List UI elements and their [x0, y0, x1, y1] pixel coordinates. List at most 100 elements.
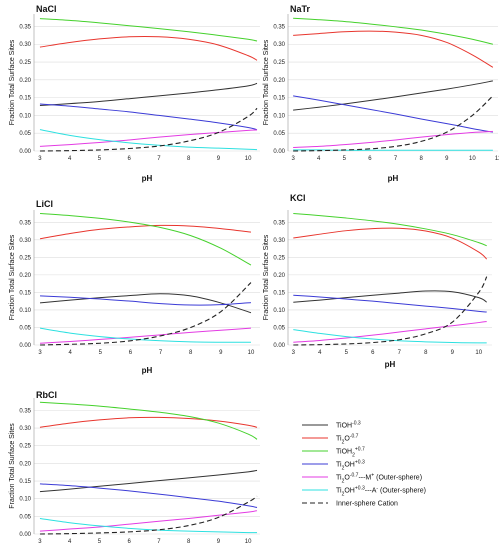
- series-line-ti2oh: [40, 295, 251, 306]
- legend-entry-tioh2: TiOH2+0.7: [336, 447, 365, 459]
- series-line-ti2o: [39, 35, 258, 61]
- panel-title: NaTr: [290, 4, 311, 14]
- panel-natr: NaTr 0.00 0.05 0.10 0.15 0.20 0.25 0.30 0.35 3 4 5 6…: [263, 4, 499, 183]
- series-line-tioh2: [293, 17, 493, 45]
- y-tick-label: 0.05: [19, 325, 31, 331]
- series-line-ti2oh_a: [39, 129, 258, 151]
- series-line-ti2o_m: [39, 510, 258, 532]
- y-tick-label: 0.35: [19, 408, 31, 414]
- y-tick-label: 0.15: [19, 96, 31, 102]
- x-tick-label: 6: [129, 350, 133, 356]
- y-tick-label: 0.35: [19, 220, 31, 226]
- y-tick-label: 0.30: [19, 238, 31, 244]
- series-line-ti2o_m: [293, 321, 487, 343]
- x-tick-label: 10: [248, 350, 255, 356]
- panel-title: LiCl: [36, 199, 53, 209]
- y-tick-label: 0.15: [19, 479, 31, 485]
- y-tick-label: 0.20: [273, 78, 285, 84]
- x-tick-label: 7: [157, 539, 161, 545]
- legend: TiOH-0.3 Ti2O-0.7TiOH2+0.7Ti2OH+0.3Ti2O-0…: [302, 421, 426, 508]
- series-line-inner: [293, 95, 494, 152]
- x-tick-label: 4: [68, 539, 72, 545]
- x-tick-label: 3: [38, 156, 42, 162]
- y-tick-label: 0.20: [19, 461, 31, 467]
- x-tick-label: 7: [398, 350, 402, 356]
- panel-kcl: KCl 0.00 0.05 0.10 0.15 0.20 0.25 0.30 0.35 3 4 5 6 7…: [263, 193, 492, 369]
- x-tick-label: 6: [127, 156, 131, 162]
- panel-title: KCl: [290, 193, 306, 203]
- series-line-inner: [40, 282, 252, 346]
- x-tick-label: 8: [187, 156, 191, 162]
- series-line-ti2o_m: [293, 130, 493, 148]
- y-tick-label: 0.00: [273, 343, 285, 349]
- series-line-ti2o: [39, 224, 252, 240]
- series-line-tioh: [293, 290, 487, 303]
- y-tick-label: 0.35: [273, 24, 285, 30]
- series-line-ti2oh: [39, 103, 258, 131]
- series-line-ti2o: [293, 30, 494, 68]
- x-tick-label: 5: [343, 156, 347, 162]
- legend-entry-ti2o: Ti2O-0.7: [336, 434, 359, 446]
- x-tick-label: 4: [68, 350, 72, 356]
- panel-title: RbCl: [36, 390, 57, 400]
- y-tick-label: 0.20: [19, 273, 31, 279]
- x-tick-label: 9: [217, 156, 221, 162]
- y-tick-label: 0.25: [19, 444, 31, 450]
- series-line-ti2oh_a: [39, 327, 251, 343]
- series-line-ti2oh: [293, 95, 493, 133]
- y-tick-label: 0.30: [273, 42, 285, 48]
- x-tick-label: 8: [424, 350, 428, 356]
- y-tick-label: 0.25: [273, 60, 285, 66]
- x-tick-label: 5: [98, 539, 102, 545]
- x-tick-label: 10: [245, 539, 252, 545]
- series-line-tioh2: [39, 18, 258, 42]
- legend-entry-ti2oh: Ti2OH+0.3: [336, 460, 365, 472]
- x-tick-label: 3: [38, 539, 42, 545]
- series-line-tioh: [39, 293, 252, 314]
- y-tick-label: 0.10: [273, 113, 285, 119]
- legend-entry-ti2o_m: Ti2O-0.7---M+ (Outer-sphere): [336, 473, 422, 485]
- y-tick-label: 0.10: [19, 113, 31, 119]
- x-tick-label: 4: [317, 156, 321, 162]
- y-tick-label: 0.05: [19, 514, 31, 520]
- y-tick-label: 0.10: [273, 308, 285, 314]
- y-tick-label: 0.00: [273, 149, 285, 155]
- x-tick-label: 11: [495, 156, 499, 162]
- y-tick-label: 0.10: [19, 308, 31, 314]
- x-tick-label: 6: [368, 156, 372, 162]
- series-line-ti2o: [39, 416, 258, 428]
- x-tick-label: 3: [38, 350, 42, 356]
- legend-entry-inner: Inner-sphere Cation: [336, 501, 398, 508]
- y-tick-label: 0.05: [19, 131, 31, 137]
- x-tick-label: 6: [371, 350, 375, 356]
- x-tick-label: 8: [187, 539, 191, 545]
- x-tick-label: 5: [98, 156, 102, 162]
- x-tick-label: 4: [68, 156, 72, 162]
- x-tick-label: 9: [217, 539, 221, 545]
- y-axis-label: Fraction Total Surface Sites: [9, 39, 16, 125]
- y-tick-label: 0.00: [19, 532, 31, 538]
- x-tick-label: 8: [189, 350, 193, 356]
- series-line-tioh2: [293, 213, 487, 247]
- series-line-ti2oh_a: [39, 517, 258, 534]
- y-tick-label: 0.35: [273, 220, 285, 226]
- y-tick-label: 0.00: [19, 343, 31, 349]
- panel-rbcl: RbCl 0.00 0.05 0.10 0.15 0.20 0.25 0.30 0.35 3 4 5 6…: [9, 390, 260, 545]
- series-line-tioh: [39, 469, 258, 493]
- series-line-ti2oh: [39, 483, 258, 509]
- series-line-inner: [293, 276, 488, 346]
- series-line-tioh2: [39, 213, 252, 266]
- y-tick-label: 0.30: [19, 426, 31, 432]
- x-axis-label: pH: [142, 366, 153, 375]
- x-axis-label: pH: [388, 174, 399, 183]
- y-tick-label: 0.20: [273, 273, 285, 279]
- series-line-tioh: [39, 82, 258, 106]
- x-tick-label: 5: [345, 350, 349, 356]
- panel-title: NaCl: [36, 4, 57, 14]
- y-tick-label: 0.20: [19, 78, 31, 84]
- legend-entry-ti2oh_a: Ti2OH+0.3---A- (Outer-sphere): [336, 486, 426, 498]
- x-axis-label: pH: [142, 174, 153, 183]
- x-tick-label: 3: [291, 156, 295, 162]
- x-tick-label: 10: [469, 156, 476, 162]
